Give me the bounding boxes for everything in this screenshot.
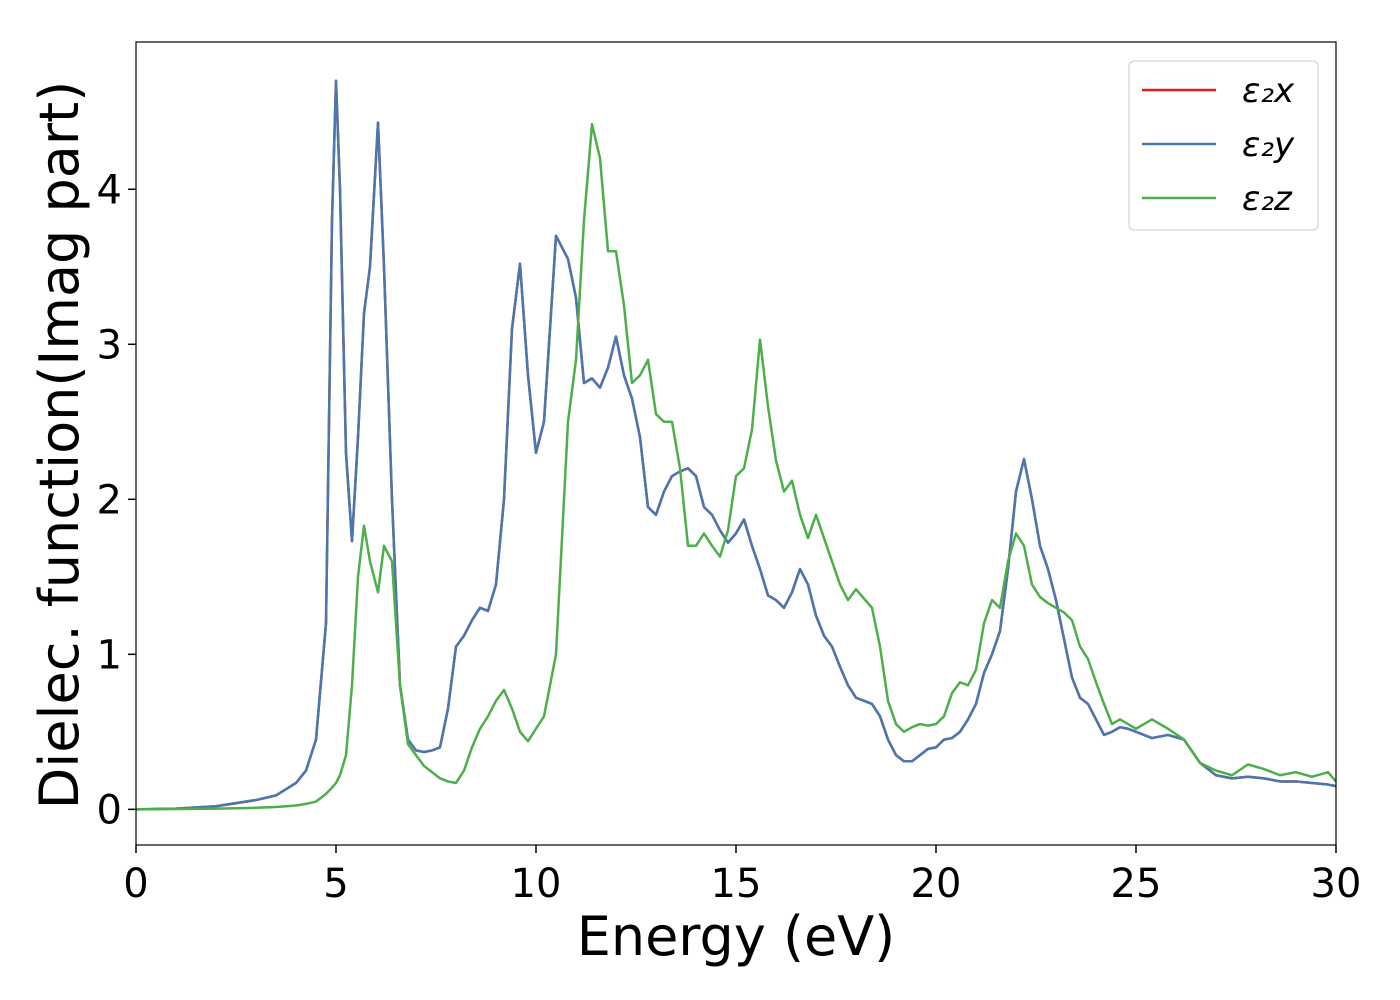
- y-tick-label: 4: [97, 167, 122, 213]
- x-tick-label: 30: [1311, 861, 1362, 907]
- y-tick-label: 3: [97, 322, 122, 368]
- y-axis-label: Dielec. function(Imag part): [28, 81, 91, 810]
- plot-frame: [135, 41, 1337, 846]
- y-tick-label: 0: [97, 787, 122, 833]
- x-tick-label: 20: [911, 861, 962, 907]
- x-tick-label: 25: [1111, 861, 1162, 907]
- legend-box: [1128, 60, 1319, 231]
- y-tick-label: 2: [97, 477, 122, 523]
- legend-label: ε₂y: [1242, 125, 1295, 165]
- x-axis-label: Energy (eV): [577, 905, 896, 968]
- x-tick-label: 15: [711, 861, 762, 907]
- legend-label: ε₂z: [1242, 179, 1293, 219]
- x-tick-label: 0: [123, 861, 148, 907]
- series-line: [135, 122, 1337, 811]
- y-tick-label: 1: [97, 632, 122, 678]
- x-tick-label: 5: [323, 861, 348, 907]
- legend-label: ε₂x: [1242, 71, 1295, 111]
- x-tick-label: 10: [511, 861, 562, 907]
